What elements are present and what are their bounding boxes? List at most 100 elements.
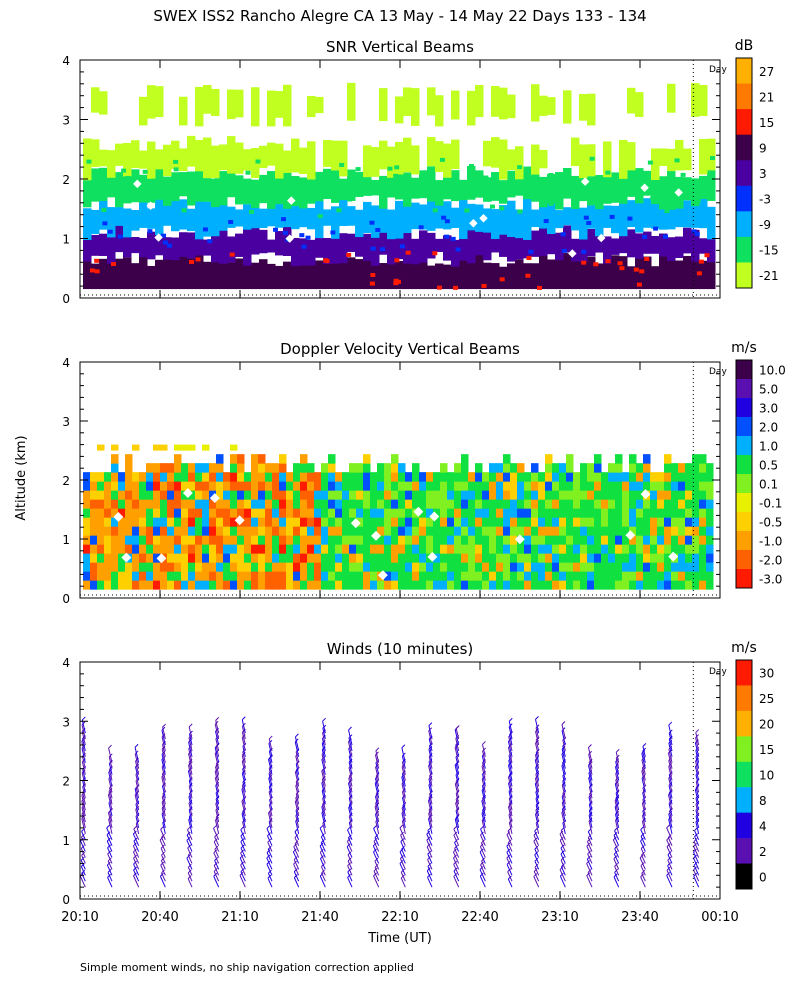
wind-barb: [161, 837, 166, 846]
snr-cell: [203, 85, 212, 114]
snr-cell: [699, 85, 708, 116]
velocity-cell: [587, 517, 595, 527]
snr-cell: [650, 196, 656, 201]
wind-barb: [453, 828, 460, 840]
snr-cell: [643, 198, 652, 228]
velocity-cell: [489, 508, 497, 518]
snr-cell: [131, 237, 140, 254]
snr-cell: [526, 256, 532, 261]
wind-barb: [319, 852, 326, 864]
velocity-cell: [97, 535, 105, 545]
snr-cell: [691, 178, 700, 207]
snr-cell: [139, 256, 148, 290]
snr-cell: [163, 237, 172, 260]
velocity-cell: [384, 499, 392, 509]
snr-cell: [403, 253, 412, 290]
colorbar-label: 30: [759, 667, 774, 681]
wind-barb: [694, 742, 700, 757]
wind-barb: [428, 745, 433, 757]
y-tick-label: 2: [62, 474, 70, 488]
velocity-cell: [573, 526, 581, 536]
velocity-cell: [209, 553, 217, 563]
velocity-cell: [209, 472, 217, 482]
velocity-cell: [300, 571, 308, 581]
velocity-cell: [678, 472, 686, 482]
velocity-cell: [685, 535, 693, 545]
velocity-cell: [405, 553, 413, 563]
wind-barb: [640, 836, 646, 846]
snr-cell: [579, 252, 588, 290]
wind-barb: [693, 864, 700, 876]
velocity-cell: [650, 490, 658, 500]
velocity-cell: [342, 535, 350, 545]
velocity-cell: [594, 490, 602, 500]
velocity-cell: [237, 481, 245, 491]
velocity-cell: [230, 463, 238, 473]
wind-barb: [506, 857, 513, 870]
wind-barb: [161, 754, 166, 769]
velocity-cell: [349, 553, 357, 563]
wind-barb: [479, 875, 486, 888]
snr-cell: [272, 227, 278, 232]
velocity-cell: [615, 463, 623, 473]
wind-barb: [160, 829, 166, 840]
snr-cell: [467, 203, 476, 231]
snr-cell: [605, 170, 611, 175]
wind-barb: [615, 779, 620, 793]
wind-barb: [187, 855, 193, 864]
snr-cell: [235, 209, 244, 227]
velocity-cell: [433, 562, 441, 572]
wind-barb: [348, 816, 353, 829]
snr-cell: [394, 165, 400, 170]
velocity-cell: [195, 562, 203, 572]
velocity-cell: [335, 544, 343, 554]
wind-barb: [668, 810, 673, 823]
velocity-cell: [307, 508, 315, 518]
velocity-cell: [706, 490, 714, 500]
velocity-cell: [706, 463, 714, 473]
velocity-cell: [146, 553, 154, 563]
velocity-cell: [209, 481, 217, 491]
snr-cell: [475, 170, 484, 198]
velocity-cell: [321, 571, 329, 581]
snr-cell: [370, 272, 376, 277]
snr-cell: [331, 263, 340, 290]
wind-barb: [295, 815, 300, 829]
velocity-cell: [230, 571, 238, 581]
velocity-cell: [440, 571, 448, 581]
wind-barb: [213, 852, 220, 864]
velocity-cell: [398, 508, 406, 518]
wind-barb: [161, 766, 166, 781]
velocity-cell: [531, 553, 539, 563]
velocity-cell: [195, 490, 203, 500]
wind-barb-flag: [642, 743, 647, 747]
velocity-cell: [216, 517, 224, 527]
velocity-cell: [377, 499, 385, 509]
snr-cell: [459, 238, 468, 261]
velocity-cell: [405, 535, 413, 545]
velocity-cell: [181, 562, 189, 572]
velocity-cell: [531, 571, 539, 581]
velocity-cell: [216, 481, 224, 491]
wind-barb: [321, 779, 326, 793]
velocity-cell: [643, 508, 651, 518]
velocity-cell: [692, 472, 700, 482]
velocity-cell: [174, 544, 182, 554]
velocity-cell: [132, 472, 140, 482]
wind-barb: [134, 747, 140, 763]
velocity-cell: [440, 544, 448, 554]
velocity-cell: [622, 571, 630, 581]
velocity-cell: [90, 508, 98, 518]
wind-barb: [374, 796, 380, 811]
wind-barb: [401, 807, 406, 823]
velocity-cell: [174, 508, 182, 518]
velocity-cell: [405, 562, 413, 572]
wind-barb: [534, 830, 540, 840]
snr-cell: [531, 263, 540, 290]
velocity-cell: [503, 454, 511, 464]
snr-cell: [235, 142, 244, 174]
velocity-cell: [622, 517, 630, 527]
velocity-cell: [132, 508, 140, 518]
velocity-cell: [314, 553, 322, 563]
velocity-cell: [167, 463, 175, 473]
